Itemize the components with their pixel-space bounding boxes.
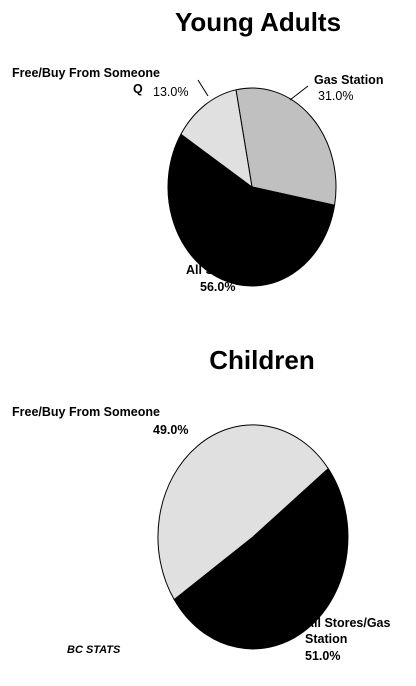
pie-young-adults [167, 87, 337, 287]
chart-children: Children Free/Buy From Someone 49.0% All… [12, 345, 390, 663]
children-slice-free-buy-from-someone [157, 424, 329, 601]
slice-value-gas-station-ya: 31.0% [318, 89, 353, 103]
slice-label-all-stores-gas-ch-line2: Station [305, 632, 347, 646]
pie-children [157, 424, 349, 650]
children-slice-all-stores-gas-station [173, 467, 349, 650]
chart-title-children: Children [209, 345, 314, 375]
leader-line-free-ya [197, 79, 209, 97]
slice-value-all-stores-ya: 56.0% [200, 280, 235, 294]
slice-value-free-ch: 49.0% [153, 423, 188, 437]
source-footer: BC STATS [67, 644, 121, 656]
leader-line-gas-station-ya [289, 85, 309, 101]
slice-label-free-ch: Free/Buy From Someone [12, 405, 160, 419]
young-adults-slice-all-stores [167, 133, 336, 287]
chart-young-adults: Young Adults Gas Station 31.0% Free/Buy … [12, 7, 383, 294]
slice-label-gas-station-ya: Gas Station [314, 73, 383, 87]
slice-label-all-stores-gas-ch-line1: All Stores/Gas [305, 616, 390, 630]
young-adults-slice-free-buy-from-someone [180, 89, 253, 189]
young-adults-slice-gas-station [235, 87, 337, 206]
slice-label-all-stores-ya: All Stores [186, 263, 244, 277]
slice-value-all-stores-gas-ch: 51.0% [305, 649, 340, 663]
chart-title-young-adults: Young Adults [175, 7, 341, 37]
stray-glyph-q: Q [133, 82, 143, 96]
slice-label-free-ya: Free/Buy From Someone [12, 66, 160, 80]
slice-value-free-ya: 13.0% [153, 85, 188, 99]
